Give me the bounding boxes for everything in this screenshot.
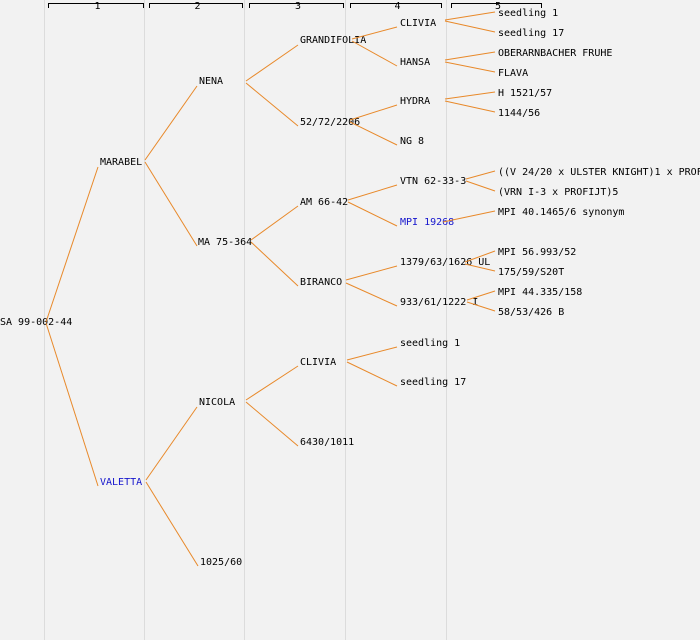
generation-number-2: 2: [194, 1, 201, 12]
generation-number-1: 1: [94, 1, 101, 12]
node-mpi-56-993-52: MPI 56.993/52: [498, 247, 577, 258]
node-58-53-426-b: 58/53/426 B: [498, 307, 565, 318]
node-mpi-44-335-158: MPI 44.335/158: [498, 287, 583, 298]
node-1379-63-1626-ul: 1379/63/1626 UL: [400, 257, 491, 268]
node-mpi-40-1465-6: MPI 40.1465/6 synonym: [498, 207, 625, 218]
node-h-1521-57: H 1521/57: [498, 88, 553, 99]
node-clivia-grandifolia: CLIVIA: [400, 18, 437, 29]
node-1144-56: 1144/56: [498, 108, 541, 119]
node-52-72-2206: 52/72/2206: [300, 117, 361, 128]
node-seedling-1: seedling 1: [498, 8, 559, 19]
generation-number-3: 3: [295, 1, 302, 12]
node-seedling-1-nicola: seedling 1: [400, 338, 461, 349]
node-mpi-19268[interactable]: MPI 19268: [400, 217, 455, 228]
node-1025-60: 1025/60: [200, 557, 243, 568]
node-vtn-62-33-3: VTN 62-33-3: [400, 176, 467, 187]
node-grandifolia: GRANDIFOLIA: [300, 35, 367, 46]
node-nicola: NICOLA: [199, 397, 236, 408]
node-oberarnbacher-fruhe: OBERARNBACHER FRUHE: [498, 48, 613, 59]
node-v-24-20-cross: ((V 24/20 x ULSTER KNIGHT)1 x PROF: [498, 167, 700, 178]
node-hansa: HANSA: [400, 57, 431, 68]
node-marabel: MARABEL: [100, 157, 143, 168]
node-clivia-nicola: CLIVIA: [300, 357, 337, 368]
node-biranco: BIRANCO: [300, 277, 343, 288]
node-flava: FLAVA: [498, 68, 529, 79]
node-nena: NENA: [199, 76, 224, 87]
node-sa-99-002-44: SA 99-002-44: [0, 317, 73, 328]
node-ma-75-364: MA 75-364: [198, 237, 253, 248]
node-ng-8: NG 8: [400, 136, 425, 147]
node-vrn-i-3-cross: (VRN I-3 x PROFIJT)5: [498, 187, 619, 198]
node-175-59-s20t: 175/59/S20T: [498, 267, 565, 278]
generation-number-4: 4: [394, 1, 401, 12]
node-seedling-17-nicola: seedling 17: [400, 377, 467, 388]
node-hydra: HYDRA: [400, 96, 431, 107]
node-933-61-1222-i: 933/61/1222 I: [400, 297, 479, 308]
node-seedling-17: seedling 17: [498, 28, 565, 39]
node-valetta[interactable]: VALETTA: [100, 477, 143, 488]
node-6430-1011: 6430/1011: [300, 437, 355, 448]
node-am-66-42: AM 66-42: [300, 197, 349, 208]
